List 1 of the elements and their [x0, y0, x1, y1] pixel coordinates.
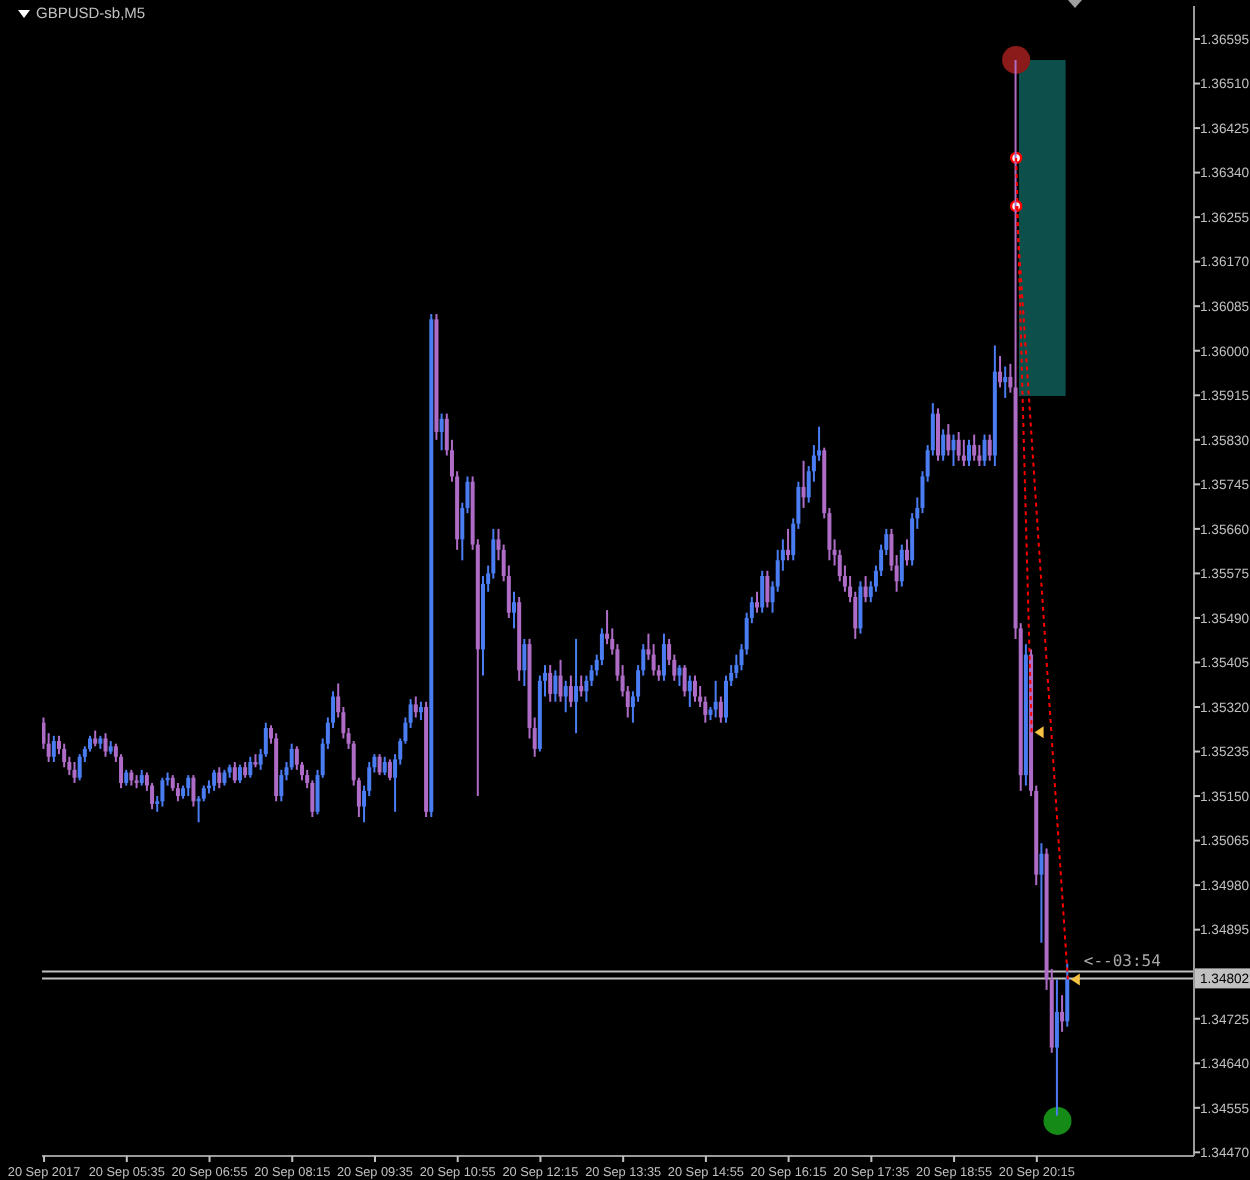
annotation: <--03:54	[1083, 952, 1162, 971]
